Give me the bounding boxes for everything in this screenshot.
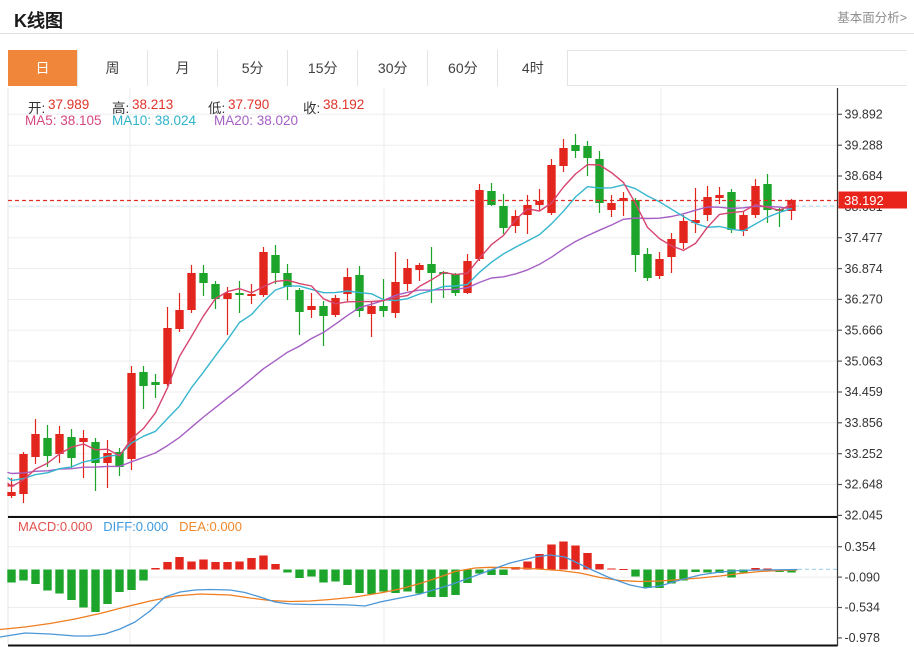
svg-text:34.459: 34.459: [845, 385, 883, 399]
svg-text:39.892: 39.892: [845, 108, 883, 122]
svg-text:36.270: 36.270: [845, 293, 883, 307]
svg-text:-0.978: -0.978: [845, 631, 880, 645]
svg-text:35.063: 35.063: [845, 354, 883, 368]
svg-text:32.045: 32.045: [845, 509, 883, 523]
svg-text:38.192: 38.192: [844, 193, 884, 208]
svg-text:32.648: 32.648: [845, 478, 883, 492]
svg-text:33.856: 33.856: [845, 416, 883, 430]
svg-text:0.354: 0.354: [845, 540, 876, 554]
svg-text:38.684: 38.684: [845, 169, 883, 183]
svg-text:39.288: 39.288: [845, 138, 883, 152]
svg-text:-0.534: -0.534: [845, 601, 880, 615]
svg-text:33.252: 33.252: [845, 447, 883, 461]
svg-text:36.874: 36.874: [845, 262, 883, 276]
svg-text:37.477: 37.477: [845, 231, 883, 245]
svg-text:-0.090: -0.090: [845, 570, 880, 584]
svg-text:35.666: 35.666: [845, 323, 883, 337]
